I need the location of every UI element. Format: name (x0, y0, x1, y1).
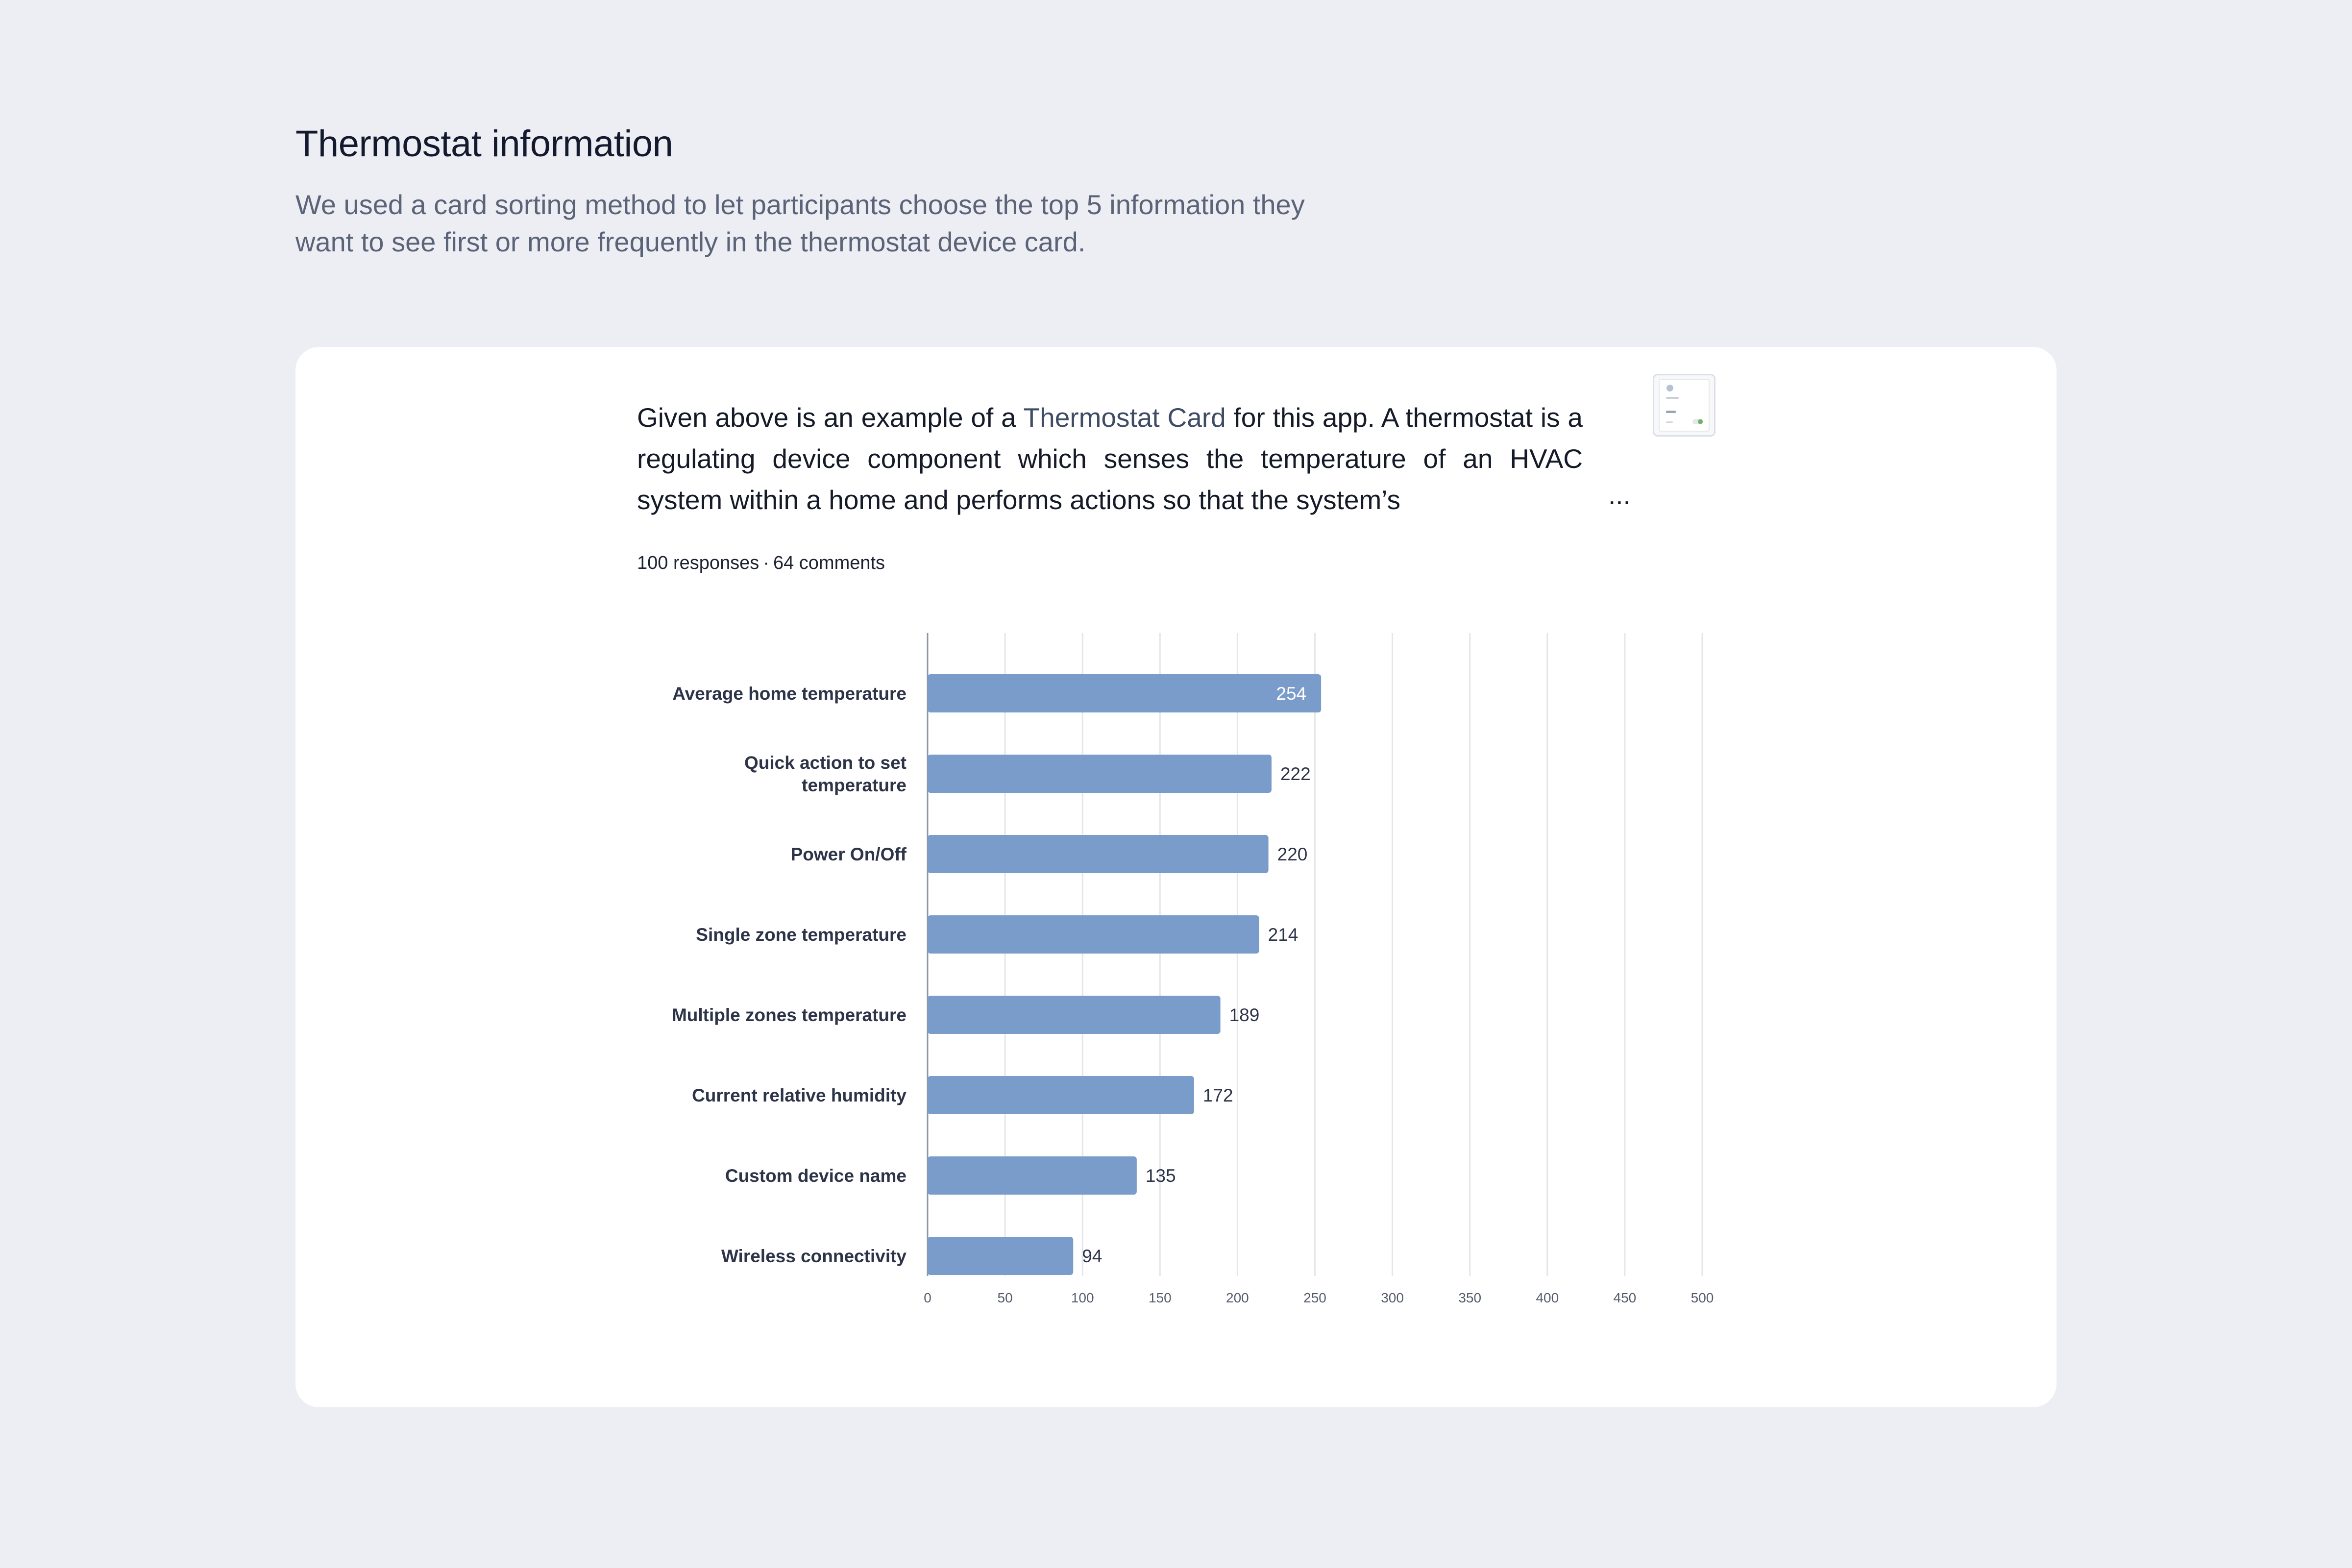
data-label: 94 (1082, 1246, 1102, 1266)
question-text: 8. Given above is an example of a Thermo… (637, 397, 1583, 520)
x-tick-label: 250 (1303, 1290, 1326, 1305)
category-label: Average home temperature (672, 684, 906, 704)
question-highlight: Thermostat Card (1023, 402, 1226, 433)
bar (928, 1156, 1137, 1195)
data-label: 189 (1229, 1005, 1260, 1025)
bar (928, 835, 1269, 873)
bar (928, 1076, 1194, 1114)
response-summary: 100 responses · 64 comments (637, 553, 885, 574)
comments-count: 64 comments (773, 553, 885, 573)
expand-question-button[interactable]: ... (1608, 480, 1631, 510)
thermostat-card-preview-icon (1659, 379, 1710, 432)
x-tick-label: 100 (1071, 1290, 1094, 1305)
x-tick-label: 200 (1226, 1290, 1249, 1305)
bar (928, 996, 1221, 1034)
question-text-rest: for this app. A thermostat is a regulati… (637, 402, 1583, 515)
x-tick-label: 350 (1458, 1290, 1481, 1305)
category-label: Single zone temperature (696, 925, 906, 945)
category-label: Multiple zones temperature (672, 1005, 906, 1025)
x-tick-label: 450 (1614, 1290, 1637, 1305)
data-label: 135 (1146, 1166, 1176, 1186)
bar (928, 915, 1259, 954)
category-label: Wireless connectivity (721, 1246, 906, 1266)
data-label: 214 (1268, 925, 1298, 945)
survey-result-card (295, 347, 2057, 1407)
x-tick-label: 50 (998, 1290, 1013, 1305)
category-label: Quick action to set temperature (744, 753, 906, 795)
data-label: 254 (1276, 684, 1306, 704)
bar (928, 1237, 1074, 1275)
category-label: Current relative humidity (692, 1085, 906, 1105)
page-description: We used a card sorting method to let par… (295, 189, 1305, 257)
page-title: Thermostat information (295, 123, 673, 165)
x-tick-label: 0 (924, 1290, 931, 1305)
data-label: 172 (1203, 1085, 1233, 1105)
responses-count: 100 responses (637, 553, 760, 573)
x-tick-label: 500 (1691, 1290, 1714, 1305)
category-label: Custom device name (725, 1166, 906, 1186)
bar (928, 755, 1272, 793)
meta-separator: · (763, 553, 769, 573)
data-label: 220 (1277, 844, 1308, 864)
x-tick-label: 150 (1149, 1290, 1172, 1305)
bar (928, 674, 1322, 712)
x-tick-label: 400 (1536, 1290, 1559, 1305)
x-tick-label: 300 (1381, 1290, 1404, 1305)
thermostat-card-thumbnail[interactable] (1653, 374, 1715, 437)
category-label: Power On/Off (791, 844, 907, 864)
data-label: 222 (1280, 764, 1311, 784)
question-text-start: Given above is an example of a (637, 402, 1024, 433)
